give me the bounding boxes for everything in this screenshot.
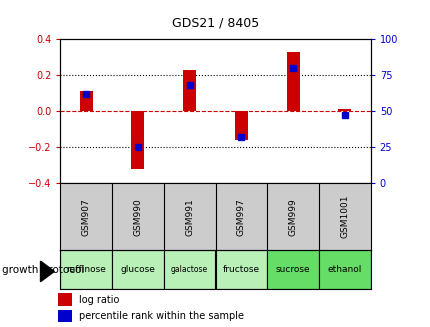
Polygon shape <box>40 261 54 282</box>
Bar <box>58 310 72 322</box>
Bar <box>338 109 350 111</box>
Text: sucrose: sucrose <box>275 265 310 274</box>
Text: GSM990: GSM990 <box>133 198 142 235</box>
Bar <box>58 293 72 306</box>
Bar <box>80 91 92 111</box>
Bar <box>131 111 144 169</box>
Text: fructose: fructose <box>222 265 259 274</box>
Text: growth protocol: growth protocol <box>2 265 84 275</box>
Text: GSM907: GSM907 <box>82 198 90 235</box>
Text: galactose: galactose <box>171 265 208 274</box>
Bar <box>234 111 247 140</box>
Bar <box>163 250 215 289</box>
Bar <box>183 70 196 111</box>
Bar <box>112 250 163 289</box>
Bar <box>215 250 267 289</box>
Text: glucose: glucose <box>120 265 155 274</box>
Bar <box>267 250 318 289</box>
Text: GSM1001: GSM1001 <box>340 195 348 238</box>
Bar <box>60 250 112 289</box>
Bar <box>318 250 370 289</box>
Text: GSM991: GSM991 <box>185 198 194 235</box>
Text: GSM997: GSM997 <box>237 198 245 235</box>
Text: GSM999: GSM999 <box>288 198 297 235</box>
Bar <box>286 52 299 111</box>
Text: ethanol: ethanol <box>327 265 361 274</box>
Text: GDS21 / 8405: GDS21 / 8405 <box>172 16 258 29</box>
Text: raffinose: raffinose <box>66 265 106 274</box>
Text: log ratio: log ratio <box>79 295 119 305</box>
Text: percentile rank within the sample: percentile rank within the sample <box>79 311 243 321</box>
